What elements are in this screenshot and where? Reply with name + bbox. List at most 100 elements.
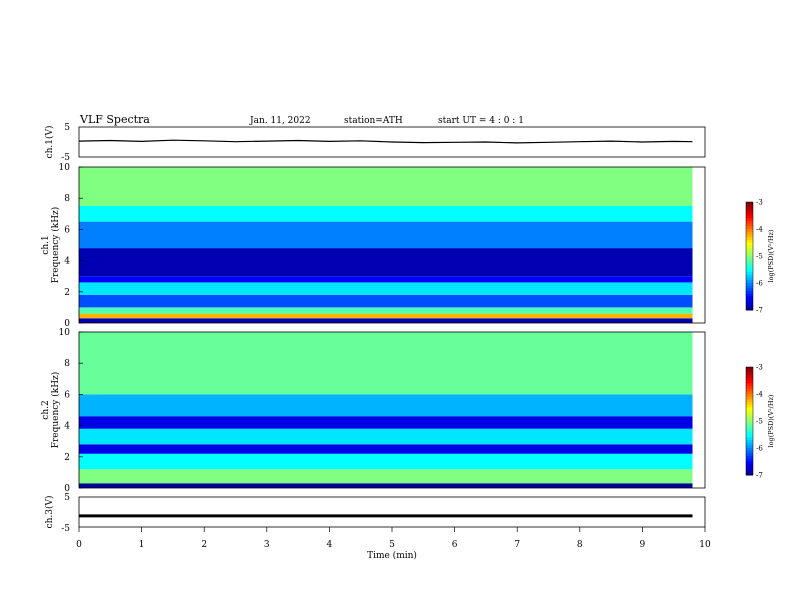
colorbar-swatch <box>746 288 753 292</box>
freq-tick-label: 2 <box>64 453 70 463</box>
colorbar-swatch <box>746 472 753 476</box>
ch2-spectrogram-ylabel-frequency: Frequency (kHz) <box>50 372 61 449</box>
ch1-colorbar: -3 -4 -5 -6 -7 log(PSD)(V²/Hz) <box>745 199 775 315</box>
psd-band-9 <box>79 167 693 206</box>
freq-tick-label: 0 <box>64 319 70 329</box>
colorbar-swatch <box>746 242 753 246</box>
colorbar-swatch <box>746 283 753 287</box>
colorbar-swatch <box>746 423 753 427</box>
colorbar-swatch <box>746 388 753 392</box>
colorbar-frame <box>745 201 754 311</box>
colorbar-swatch <box>746 442 753 446</box>
colorbar-swatch <box>746 431 753 435</box>
colorbar-swatch <box>746 372 753 376</box>
colorbar-swatch <box>746 291 753 295</box>
psd-band-5 <box>79 416 693 429</box>
colorbar-swatch <box>746 412 753 417</box>
ch1-ytick-top: 5 <box>64 123 70 133</box>
colorbar-swatch <box>746 250 753 254</box>
ch1-spectrogram-image <box>79 167 693 323</box>
colorbar-swatch <box>746 377 753 381</box>
colorbar-swatch <box>746 407 753 411</box>
colorbar-swatch <box>746 415 753 419</box>
time-tick-label: 4 <box>327 540 333 550</box>
header-date: Jan. 11, 2022 <box>249 116 311 126</box>
colorbar-swatch <box>746 404 753 408</box>
colorbar-swatch <box>746 396 753 400</box>
colorbar-swatch <box>746 439 753 444</box>
freq-tick-label: 6 <box>64 390 70 400</box>
colorbar-swatch <box>746 456 753 460</box>
colorbar-swatch <box>746 466 753 471</box>
colorbar-swatch <box>746 299 753 303</box>
freq-tick-label: 10 <box>59 163 71 173</box>
psd-band-7 <box>79 221 693 249</box>
colorbar-swatch <box>746 445 753 449</box>
colorbar-tick-label: -4 <box>756 391 763 399</box>
colorbar-tick-label: -7 <box>756 472 763 480</box>
figure-title: VLF Spectra <box>79 113 150 126</box>
ch1-waveform-panel: 5 -5 ch.1(V) <box>44 123 706 163</box>
colorbar-swatch <box>746 421 753 425</box>
ch2-spectrogram-panel: 0 2 4 6 8 10 ch.2 Frequency (kHz) -3 -4 -5 -6 -7 l… <box>41 328 775 494</box>
psd-band-3 <box>79 294 693 308</box>
ch2-spectrogram-yticks: 0 2 4 6 8 10 <box>59 328 83 494</box>
ch1-waveform-line <box>78 139 693 144</box>
colorbar-swatch <box>746 280 753 284</box>
colorbar-swatch <box>746 264 753 268</box>
colorbar-swatch <box>746 296 753 300</box>
colorbar-swatch <box>746 410 753 414</box>
colorbar-swatch <box>746 399 753 403</box>
colorbar-frame <box>745 366 754 476</box>
colorbar-swatch <box>746 307 753 311</box>
colorbar-tick-label: -5 <box>756 253 763 261</box>
time-tick-label: 0 <box>76 540 82 550</box>
colorbar-swatch <box>746 369 753 373</box>
colorbar-tick-label: -6 <box>756 280 763 288</box>
psd-band-1 <box>79 313 693 319</box>
time-tick-label: 7 <box>514 540 520 550</box>
header-station: station=ATH <box>344 116 403 126</box>
time-axis-ticks: 0 1 2 3 4 5 6 7 8 9 10 <box>76 527 711 550</box>
colorbar-swatch <box>746 461 753 465</box>
colorbar-swatch <box>746 385 753 390</box>
colorbar-swatch <box>746 434 753 438</box>
freq-tick-label: 2 <box>64 288 70 298</box>
colorbar-label: log(PSD)(V²/Hz) <box>767 394 775 447</box>
time-tick-label: 8 <box>577 540 583 550</box>
psd-band-5 <box>79 276 693 283</box>
colorbar-swatch <box>746 234 753 238</box>
time-tick-label: 6 <box>452 540 458 550</box>
ch3-waveform-frame <box>78 496 706 528</box>
colorbar-swatch <box>746 418 753 422</box>
header-start-ut: start UT = 4 : 0 : 1 <box>438 116 524 126</box>
colorbar-swatch <box>746 402 753 406</box>
ch1-spectrogram-ylabel-frequency: Frequency (kHz) <box>50 207 61 284</box>
ch2-spectrogram-image <box>79 332 693 488</box>
time-tick-label: 3 <box>264 540 270 550</box>
time-tick-label: 5 <box>389 540 395 550</box>
colorbar-swatch <box>746 301 753 306</box>
colorbar-tick-label: -6 <box>756 445 763 453</box>
freq-tick-label: 6 <box>64 225 70 235</box>
freq-tick-label: 10 <box>59 328 71 338</box>
colorbar-tick-label: -3 <box>756 364 763 372</box>
colorbar-swatch <box>746 256 753 260</box>
colorbar-swatch <box>746 261 753 265</box>
psd-band-3 <box>79 444 693 454</box>
colorbar-swatch <box>746 394 753 398</box>
colorbar-label: log(PSD)(V²/Hz) <box>767 229 775 282</box>
ch1-waveform-frame <box>78 126 706 158</box>
psd-band-2 <box>79 307 693 314</box>
colorbar-swatch <box>746 426 753 430</box>
colorbar-swatch <box>746 226 753 230</box>
ch1-spectrogram-panel: 0 2 4 6 8 10 ch.1 Frequency (kHz) -3 -4 -5 -6 -7 l… <box>41 163 775 329</box>
colorbar-swatch <box>746 464 753 468</box>
colorbar-swatch <box>746 380 753 384</box>
time-tick-label: 2 <box>201 540 207 550</box>
colorbar-swatch <box>746 274 753 279</box>
colorbar-swatch <box>746 204 753 208</box>
ch1-spectrogram-ylabel-channel: ch.1 <box>41 235 51 254</box>
colorbar-swatch <box>746 247 753 252</box>
